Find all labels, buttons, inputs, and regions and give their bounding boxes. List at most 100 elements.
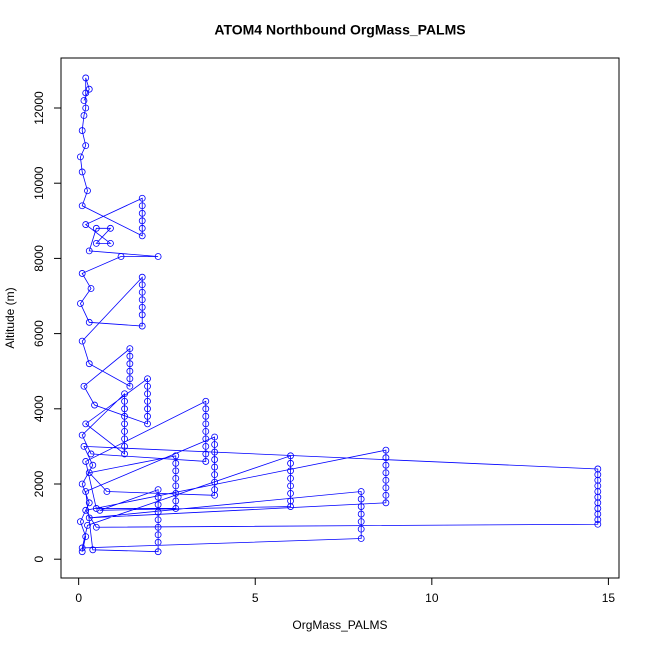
- data-point: [121, 420, 128, 428]
- data-point: [121, 443, 128, 450]
- data-point: [85, 318, 93, 326]
- data-point: [202, 412, 210, 420]
- data-point: [77, 518, 84, 526]
- y-tick-label: 10000: [32, 166, 46, 200]
- data-point: [91, 401, 98, 409]
- data-point: [96, 506, 104, 514]
- data-point: [78, 202, 86, 210]
- chart-title: ATOM4 Northbound OrgMass_PALMS: [214, 22, 465, 38]
- data-point: [154, 501, 162, 509]
- data-point: [154, 531, 162, 539]
- data-point: [211, 456, 219, 463]
- data-point: [126, 382, 134, 390]
- x-tick-label: 5: [252, 591, 259, 605]
- plot-frame: [60, 57, 620, 579]
- data-point: [202, 435, 210, 443]
- data-point: [121, 450, 128, 458]
- data-point: [126, 360, 134, 368]
- data-point: [85, 499, 93, 507]
- data-point: [82, 74, 90, 82]
- data-point: [357, 488, 365, 495]
- data-point: [357, 495, 365, 503]
- data-line: [79, 77, 599, 553]
- y-tick-label: 4000: [32, 395, 46, 422]
- data-point: [211, 478, 219, 486]
- data-point: [87, 450, 95, 458]
- data-point: [172, 467, 180, 475]
- x-tick-label: 0: [75, 591, 82, 605]
- data-point: [107, 239, 114, 247]
- data-point: [144, 405, 151, 413]
- data-point: [138, 303, 146, 311]
- data-point: [77, 300, 84, 307]
- data-point: [80, 97, 88, 104]
- data-point: [126, 375, 134, 383]
- data-point: [154, 548, 162, 556]
- data-point: [126, 367, 134, 375]
- y-tick-label: 0: [32, 556, 46, 563]
- data-point: [172, 497, 180, 505]
- data-point: [138, 288, 146, 296]
- data-point: [78, 431, 86, 439]
- data-point: [121, 435, 128, 443]
- data-point: [121, 397, 128, 405]
- data-point: [287, 452, 294, 460]
- data-point: [382, 446, 390, 454]
- data-point: [82, 458, 90, 465]
- data-point: [211, 463, 219, 471]
- data-point: [144, 420, 151, 428]
- data-point: [84, 187, 91, 195]
- data-point: [357, 503, 365, 510]
- data-point: [78, 127, 86, 134]
- data-point: [382, 499, 390, 507]
- data-point: [211, 441, 219, 448]
- data-point: [78, 337, 86, 345]
- data-point: [211, 433, 219, 441]
- y-tick-label: 8000: [32, 245, 46, 272]
- data-point: [202, 458, 210, 465]
- data-point: [85, 85, 93, 93]
- data-point: [121, 405, 128, 413]
- data-point: [78, 168, 86, 176]
- data-point: [138, 296, 146, 304]
- data-point: [92, 523, 100, 531]
- data-point: [287, 482, 294, 490]
- y-axis-label: Altitude (m): [3, 287, 17, 348]
- data-point: [138, 232, 146, 240]
- data-point: [85, 514, 93, 522]
- data-point: [87, 285, 95, 292]
- data-point: [287, 474, 294, 482]
- data-point: [77, 153, 84, 161]
- data-point: [211, 448, 219, 456]
- data-point: [144, 375, 151, 383]
- data-point: [287, 467, 294, 475]
- data-point: [382, 469, 390, 477]
- data-point: [138, 273, 146, 281]
- data-point: [85, 247, 93, 255]
- data-point: [202, 427, 210, 435]
- x-tick-label: 15: [602, 591, 616, 605]
- data-point: [138, 224, 146, 232]
- data-point: [138, 217, 146, 225]
- data-point: [121, 427, 128, 435]
- data-point: [92, 505, 100, 512]
- data-point: [287, 503, 294, 510]
- data-point: [138, 322, 146, 330]
- data-point: [172, 490, 180, 497]
- data-point: [138, 311, 146, 319]
- data-point: [92, 239, 100, 247]
- data-point: [154, 538, 162, 546]
- data-point: [138, 202, 146, 210]
- data-point: [382, 491, 390, 499]
- data-point: [80, 443, 88, 450]
- data-point: [357, 518, 365, 526]
- data-point: [82, 142, 90, 150]
- data-point: [144, 390, 151, 398]
- data-point: [382, 454, 390, 462]
- data-point: [202, 420, 210, 428]
- data-point: [138, 281, 146, 289]
- data-point: [78, 548, 86, 556]
- data-point: [211, 471, 219, 479]
- data-point: [172, 505, 180, 512]
